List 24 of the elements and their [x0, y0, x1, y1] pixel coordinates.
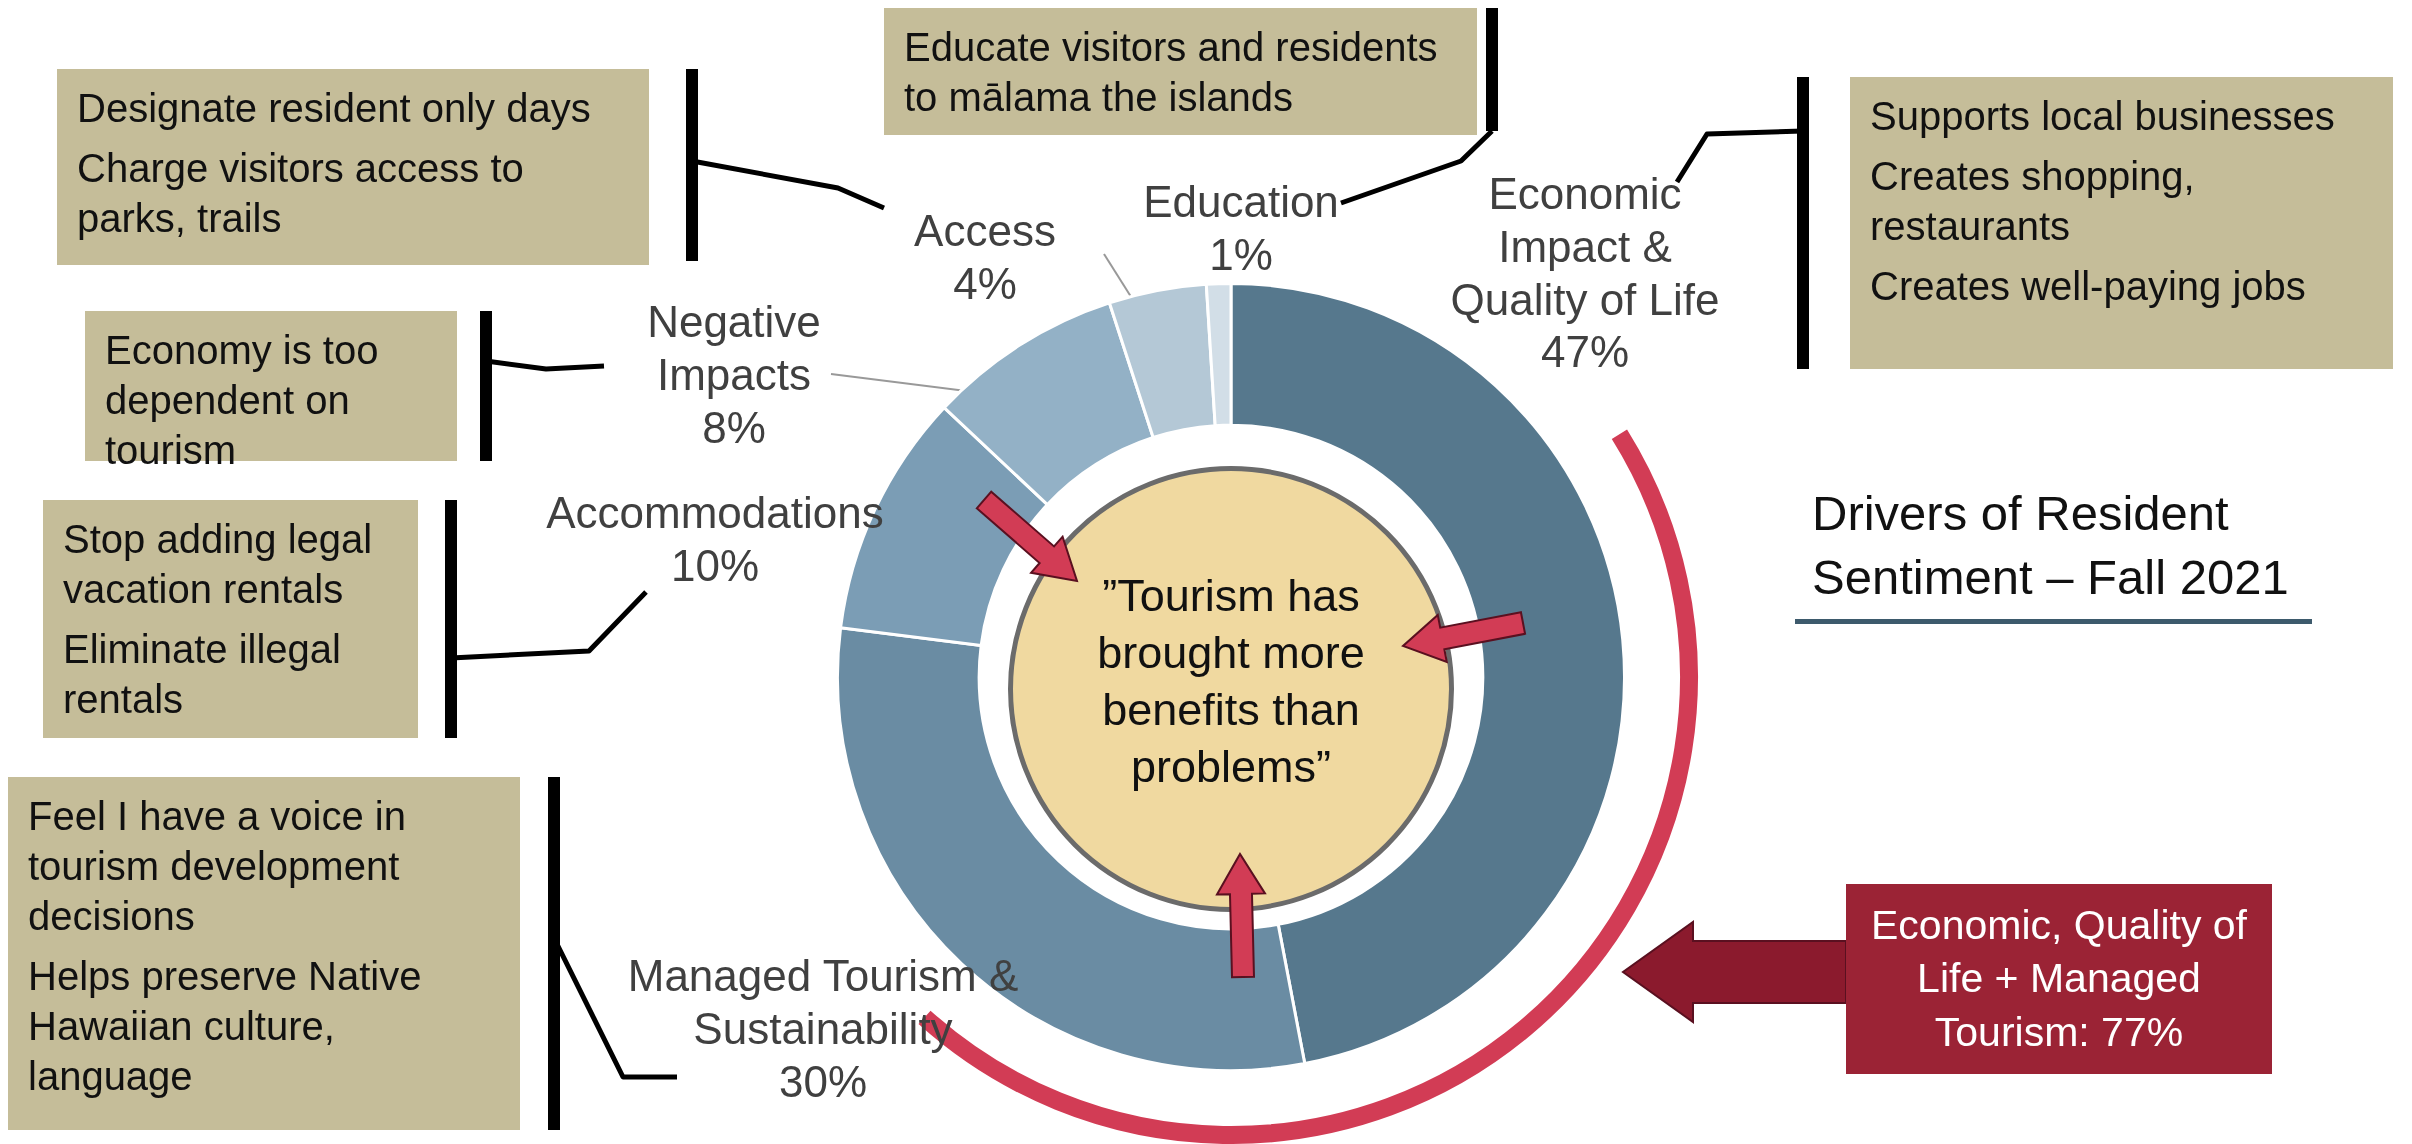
- data-label: 47%: [1539, 326, 1631, 379]
- slice-label: Economic Impact & Quality of Life: [1449, 168, 1721, 326]
- text: ”Tourism has brought more benefits than problems”: [1096, 569, 1366, 795]
- text: Stop adding legal vacation rentals: [63, 516, 374, 613]
- data-label: 30%: [777, 1055, 869, 1108]
- slice-label: Education: [1142, 176, 1340, 228]
- text: Helps preserve Native Hawaiian culture, language: [28, 953, 423, 1100]
- text: Designate resident only days: [77, 85, 592, 132]
- text: Creates well-paying jobs: [1870, 263, 2307, 310]
- text: Feel I have a voice in tourism development decisions: [28, 793, 407, 940]
- text: Eliminate illegal rentals: [63, 626, 342, 723]
- data-label: 1%: [1208, 228, 1274, 281]
- data-label: 8%: [701, 401, 767, 454]
- text: Supports local businesses: [1870, 93, 2336, 140]
- text: Creates shopping, restaurants: [1870, 153, 2196, 250]
- text: Charge visitors access to parks, trails: [77, 145, 525, 242]
- text: Drivers of Resident Sentiment – Fall 2021: [1812, 485, 2290, 606]
- text: Educate visitors and residents to mālama the islands: [904, 24, 1439, 121]
- data-label: 4%: [952, 257, 1018, 310]
- text: Economy is too dependent on tourism: [105, 327, 380, 474]
- text: Economic, Quality of Life + Managed Tourism: 77%: [1846, 884, 2272, 1074]
- slice-label: Negative Impacts: [646, 296, 822, 401]
- data-label: 10%: [669, 539, 761, 592]
- slice-label: Access: [913, 205, 1057, 257]
